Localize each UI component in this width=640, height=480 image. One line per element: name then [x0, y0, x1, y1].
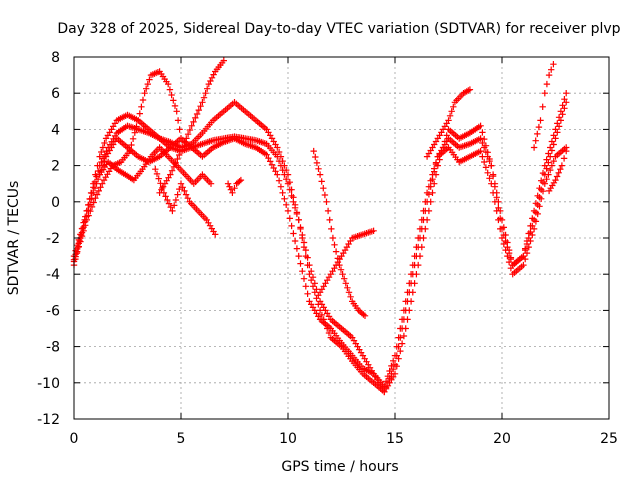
- series-track-d: [70, 68, 185, 265]
- series-track-k: [423, 86, 474, 160]
- tick-labels: 0 5 10 15 20 25 -12 -10 -8 -6 -4 -2 0 2 4 6 8: [37, 50, 618, 447]
- y-tick-label: 8: [51, 50, 60, 66]
- series-track-l: [530, 61, 557, 151]
- data-markers: [152, 166, 219, 238]
- x-tick-label: 20: [493, 431, 511, 447]
- y-tick-label: -6: [46, 303, 60, 319]
- data-markers: [156, 57, 227, 196]
- data-markers: [224, 176, 245, 196]
- x-tick-label: 0: [70, 431, 79, 447]
- y-axis-label: SDTVAR / TECUs: [6, 181, 22, 296]
- series-track-f: [152, 166, 219, 238]
- y-tick-label: -4: [46, 267, 60, 283]
- y-tick-label: 0: [51, 195, 60, 211]
- x-tick-label: 15: [386, 431, 404, 447]
- data-markers: [70, 90, 570, 396]
- data-markers: [70, 99, 570, 396]
- data-series: [70, 57, 570, 396]
- data-markers: [423, 86, 474, 160]
- chart-title: Day 328 of 2025, Sidereal Day-to-day VTE…: [57, 21, 620, 37]
- grid: [74, 57, 609, 419]
- y-tick-label: 4: [51, 122, 60, 138]
- y-tick-label: -10: [37, 376, 60, 392]
- series-track-e: [156, 57, 227, 196]
- series-track-j: [316, 227, 377, 296]
- axis-ticks: [73, 56, 610, 420]
- y-tick-label: 2: [51, 159, 60, 175]
- x-axis-label: GPS time / hours: [281, 459, 398, 475]
- series-track-i: [310, 147, 369, 319]
- series-track-g: [224, 176, 245, 196]
- series-track-h: [96, 144, 215, 187]
- x-tick-label: 25: [600, 431, 618, 447]
- series-track-m: [545, 147, 570, 195]
- data-markers: [530, 61, 557, 151]
- y-tick-label: 6: [51, 86, 60, 102]
- data-markers: [96, 144, 215, 187]
- data-markers: [70, 68, 185, 265]
- data-markers: [310, 147, 369, 319]
- x-tick-label: 10: [279, 431, 297, 447]
- series-track-a: [70, 99, 570, 396]
- data-markers: [545, 147, 570, 195]
- y-tick-label: -2: [46, 231, 60, 247]
- y-tick-label: -8: [46, 340, 60, 356]
- data-markers: [316, 227, 377, 296]
- series-track-c: [70, 90, 570, 396]
- y-tick-label: -12: [37, 412, 60, 428]
- x-tick-label: 5: [177, 431, 186, 447]
